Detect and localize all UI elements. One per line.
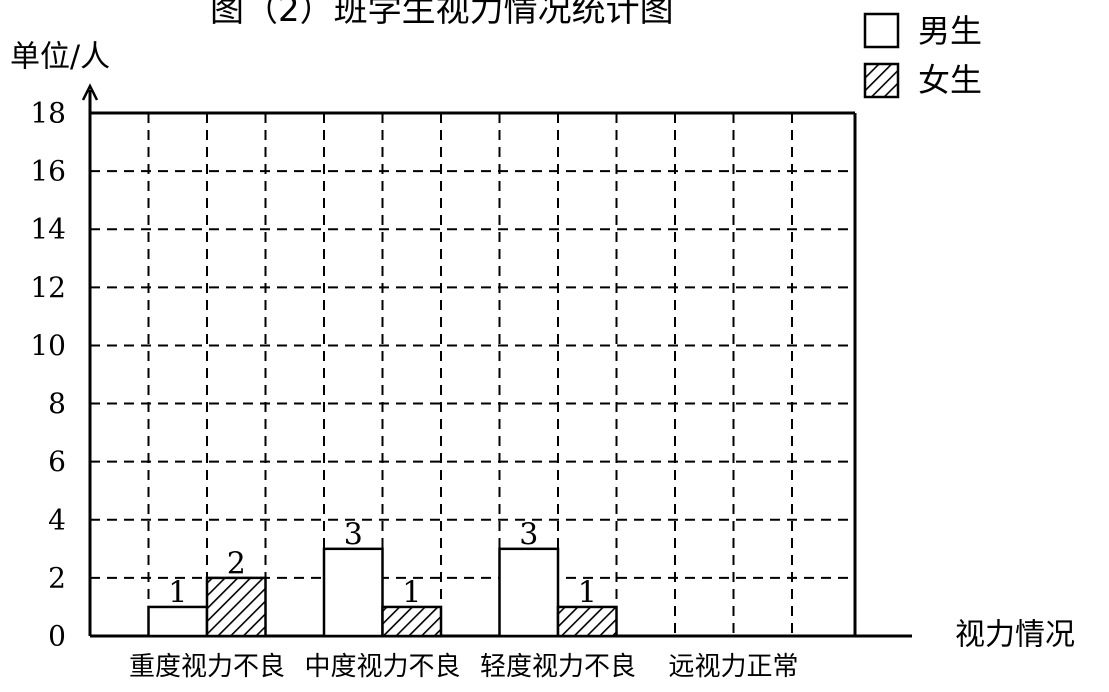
category-labels: 重度视力不良 中度视力不良 轻度视力不良 远视力正常 [129, 652, 799, 682]
y-tick-labels: 0 2 4 6 8 10 12 14 16 18 [30, 97, 66, 653]
y-tick-label-12: 12 [30, 271, 66, 304]
bars [147, 547, 618, 638]
y-tick-label-18: 18 [30, 97, 66, 130]
legend-label-male: 男生 [918, 12, 982, 50]
x-axis-title: 视力情况 [955, 618, 1075, 653]
y-tick-label-4: 4 [48, 503, 66, 536]
legend-swatch-female [863, 62, 900, 99]
y-axis-arrow [81, 83, 99, 101]
y-tick-label-16: 16 [30, 155, 66, 188]
data-label-male-1: 3 [344, 517, 363, 552]
category-label-1: 中度视力不良 [304, 652, 460, 682]
data-label-female-1: 1 [402, 575, 421, 610]
legend-swatch-male [863, 12, 900, 49]
legend-label-female: 女生 [918, 61, 982, 99]
y-tick-label-0: 0 [48, 620, 66, 653]
category-label-3: 远视力正常 [668, 652, 798, 682]
chart-title: 图（2）班学生视力情况统计图 [210, 0, 674, 30]
y-tick-label-10: 10 [30, 329, 66, 362]
category-label-0: 重度视力不良 [129, 652, 285, 682]
y-axis-title: 单位/人 [10, 40, 110, 75]
bar-male-0 [147, 605, 209, 638]
bar-male-1 [322, 547, 384, 638]
bar-female-1 [381, 605, 443, 638]
legend: 男生 女生 [863, 12, 982, 99]
bar-female-2 [556, 605, 618, 638]
bar-male-2 [498, 547, 560, 638]
data-label-male-2: 3 [519, 517, 538, 552]
y-tick-label-8: 8 [48, 387, 66, 420]
data-labels: 1 2 3 1 3 1 [168, 517, 597, 610]
data-label-female-0: 2 [227, 546, 246, 581]
category-label-2: 轻度视力不良 [480, 652, 636, 682]
bar-female-0 [205, 576, 267, 638]
data-label-female-2: 1 [578, 575, 597, 610]
y-tick-label-6: 6 [48, 445, 66, 478]
data-label-male-0: 1 [168, 575, 187, 610]
y-tick-label-14: 14 [30, 213, 66, 246]
y-tick-label-2: 2 [48, 561, 66, 594]
grid [90, 113, 855, 636]
